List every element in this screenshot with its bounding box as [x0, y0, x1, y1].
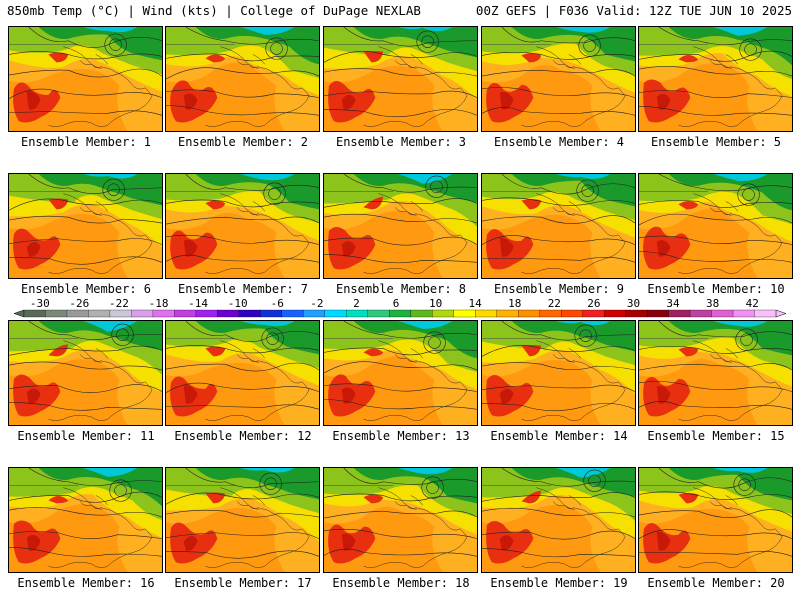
colorbar-tick-label: -14 — [188, 298, 208, 310]
ensemble-map-panel — [323, 26, 478, 132]
ensemble-member-label: Ensemble Member: 7 — [177, 282, 309, 296]
colorbar-swatch — [152, 309, 175, 318]
ensemble-map-panel — [323, 467, 478, 573]
ensemble-member-label: Ensemble Member: 5 — [650, 135, 782, 149]
colorbar-swatch — [389, 309, 412, 318]
ensemble-map-panel — [481, 173, 636, 279]
colorbar-tick-label: -2 — [310, 298, 323, 310]
temperature-colorbar: -30 -26 -22 -18 -14 -10 -6 -2 2 6 10 14 18 22 26 30 34 38… — [0, 298, 800, 324]
colorbar-tick-label: 22 — [548, 298, 561, 310]
colorbar-tick-label: 18 — [508, 298, 521, 310]
colorbar-swatch — [281, 309, 304, 318]
colorbar-swatch — [689, 309, 712, 318]
ensemble-member-label: Ensemble Member: 15 — [647, 429, 785, 443]
ensemble-member-label: Ensemble Member: 16 — [17, 576, 155, 590]
colorbar-swatch — [303, 309, 326, 318]
colorbar-swatch — [45, 309, 68, 318]
ensemble-member-label: Ensemble Member: 14 — [490, 429, 628, 443]
colorbar-swatch — [367, 309, 390, 318]
ensemble-map-panel — [638, 320, 793, 426]
colorbar-tick-label: 34 — [666, 298, 680, 310]
colorbar-tick-label: 38 — [706, 298, 719, 310]
ensemble-map-panel — [638, 467, 793, 573]
ensemble-map-panel — [323, 320, 478, 426]
colorbar-swatch — [217, 309, 240, 318]
colorbar-right-arrow — [775, 309, 787, 318]
ensemble-member-label: Ensemble Member: 11 — [17, 429, 155, 443]
colorbar-swatch — [453, 309, 476, 318]
colorbar-swatch — [518, 309, 541, 318]
colorbar-tick-label: -30 — [30, 298, 50, 310]
colorbar-swatch — [324, 309, 347, 318]
ensemble-map-panel — [323, 173, 478, 279]
ensemble-map-panel — [165, 26, 320, 132]
ensemble-member-label: Ensemble Member: 19 — [490, 576, 628, 590]
ensemble-member-label: Ensemble Member: 6 — [20, 282, 152, 296]
ensemble-member-label: Ensemble Member: 18 — [332, 576, 470, 590]
ensemble-map-panel — [165, 467, 320, 573]
colorbar-swatch — [88, 309, 111, 318]
ensemble-map-panel — [8, 320, 163, 426]
ensemble-member-label: Ensemble Member: 12 — [174, 429, 312, 443]
ensemble-member-label: Ensemble Member: 2 — [177, 135, 309, 149]
colorbar-swatch — [560, 309, 584, 318]
colorbar-left-arrow — [13, 309, 25, 318]
colorbar-swatch — [625, 309, 648, 318]
ensemble-map-panel — [165, 320, 320, 426]
colorbar-swatch — [432, 309, 455, 318]
colorbar-tick-label: 6 — [393, 298, 400, 310]
colorbar-tick-label: 42 — [746, 298, 759, 310]
colorbar-tick-label: 14 — [469, 298, 483, 310]
product-title: 850mb Temp (°C) | Wind (kts) | College o… — [7, 3, 421, 18]
ensemble-member-label: Ensemble Member: 3 — [335, 135, 467, 149]
colorbar-tick-label: 30 — [627, 298, 640, 310]
ensemble-member-label: Ensemble Member: 8 — [335, 282, 467, 296]
ensemble-member-label: Ensemble Member: 1 — [20, 135, 152, 149]
valid-time: 00Z GEFS | F036 Valid: 12Z TUE JUN 10 20… — [475, 3, 792, 18]
colorbar-swatch — [109, 309, 132, 318]
ensemble-map-panel — [481, 320, 636, 426]
colorbar-swatch — [603, 309, 627, 318]
ensemble-member-label: Ensemble Member: 10 — [647, 282, 785, 296]
colorbar-swatch — [23, 309, 46, 318]
ensemble-map-panel — [481, 467, 636, 573]
colorbar-swatch — [174, 309, 197, 318]
colorbar-swatch — [539, 309, 562, 318]
colorbar-swatch — [260, 309, 283, 318]
ensemble-member-label: Ensemble Member: 13 — [332, 429, 470, 443]
colorbar-swatch — [732, 309, 755, 318]
colorbar-swatch — [496, 309, 519, 318]
colorbar-swatch — [410, 309, 433, 318]
ensemble-member-label: Ensemble Member: 4 — [493, 135, 625, 149]
colorbar-swatch — [238, 309, 261, 318]
ensemble-map-panel — [165, 173, 320, 279]
ensemble-map-panel — [8, 467, 163, 573]
colorbar-tick-label: -18 — [149, 298, 169, 310]
colorbar-tick-label: 26 — [587, 298, 600, 310]
colorbar-tick-label: -6 — [271, 298, 284, 310]
colorbar-swatch — [195, 309, 218, 318]
colorbar-swatch — [582, 309, 605, 318]
ensemble-map-panel — [638, 26, 793, 132]
colorbar-tick-label: -22 — [109, 298, 129, 310]
colorbar-swatch — [711, 309, 734, 318]
colorbar-swatch — [346, 309, 369, 318]
colorbar-tick-label: -26 — [69, 298, 89, 310]
colorbar-tick-label: 2 — [353, 298, 360, 310]
ensemble-map-panel — [8, 26, 163, 132]
ensemble-member-label: Ensemble Member: 17 — [174, 576, 312, 590]
colorbar-swatch — [475, 309, 498, 318]
ensemble-member-label: Ensemble Member: 20 — [647, 576, 785, 590]
colorbar-swatch — [66, 309, 89, 318]
colorbar-swatch — [668, 309, 691, 318]
colorbar-swatch — [131, 309, 154, 318]
ensemble-map-panel — [638, 173, 793, 279]
colorbar-swatch — [754, 309, 777, 318]
colorbar-tick-label: 10 — [429, 298, 442, 310]
colorbar-swatch — [646, 309, 670, 318]
ensemble-map-panel — [8, 173, 163, 279]
ensemble-member-label: Ensemble Member: 9 — [493, 282, 625, 296]
ensemble-map-panel — [481, 26, 636, 132]
colorbar-tick-label: -10 — [228, 298, 248, 310]
